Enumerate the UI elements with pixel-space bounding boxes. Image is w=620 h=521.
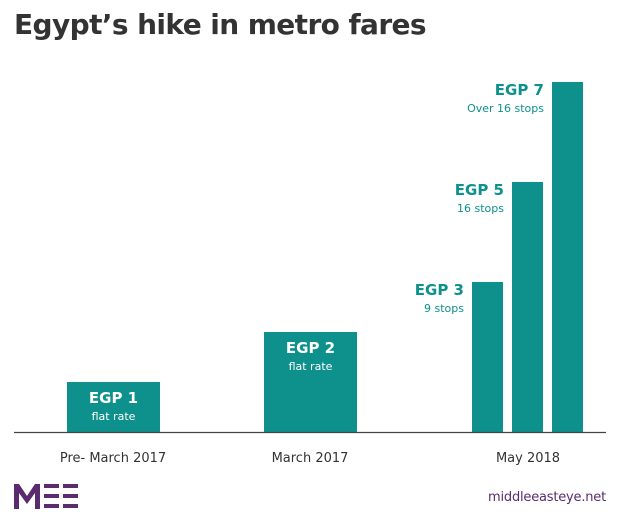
x-axis-tick-label: May 2018 (496, 451, 560, 466)
x-axis-tick-label: March 2017 (272, 451, 349, 466)
bar-egp-2 (264, 332, 357, 432)
bar-sub-label: flat rate (289, 360, 333, 373)
bar-value-label: EGP 3 (415, 281, 464, 299)
bar-sub-label: Over 16 stops (467, 102, 544, 115)
bar-value-label: EGP 5 (455, 181, 504, 199)
bar-sub-label: 16 stops (457, 202, 504, 215)
chart-title: Egypt’s hike in metro fares (14, 8, 427, 41)
bar-value-label: EGP 1 (89, 389, 138, 407)
bar-value-label: EGP 2 (286, 339, 335, 357)
bar-egp-7 (552, 82, 583, 432)
mee-logo (14, 484, 78, 509)
bar-value-label: EGP 7 (495, 81, 544, 99)
bar-egp-5 (512, 182, 543, 432)
bar-egp-3 (472, 282, 503, 432)
bar-egp-1 (67, 382, 160, 432)
footer-url: middleeasteye.net (488, 490, 606, 505)
x-axis-tick-label: Pre- March 2017 (60, 451, 166, 466)
bar-sub-label: 9 stops (424, 302, 464, 315)
bar-sub-label: flat rate (92, 410, 136, 423)
